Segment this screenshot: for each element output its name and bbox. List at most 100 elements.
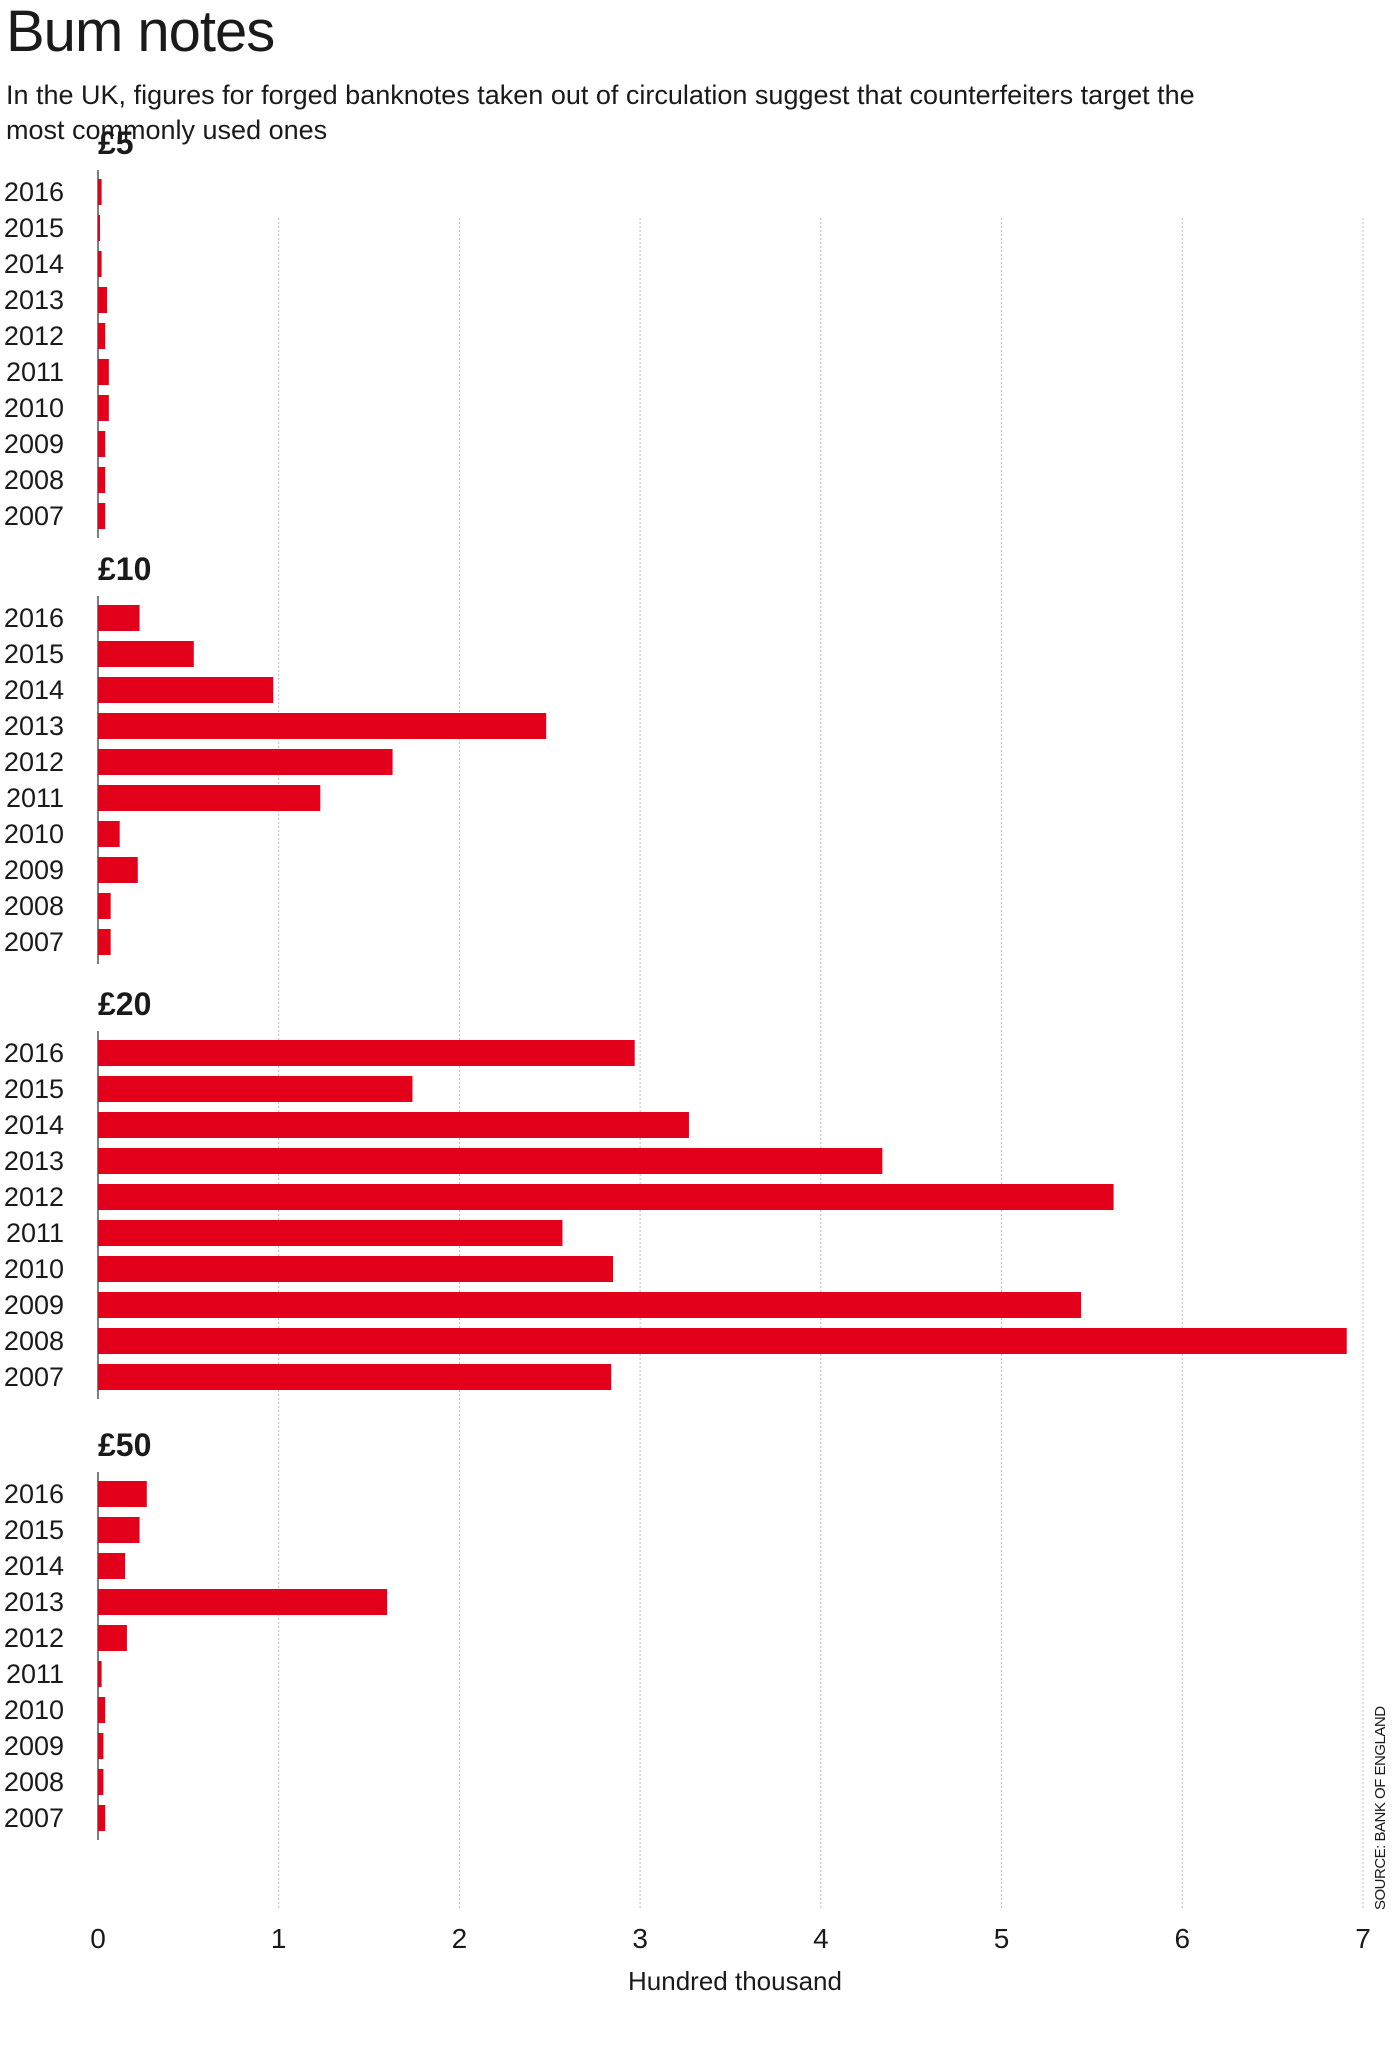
panel-title: £10 [98,551,151,587]
panel-title: £50 [98,1427,151,1463]
bar [98,179,102,205]
bar [98,1769,104,1795]
category-label: 2012 [4,1182,64,1212]
x-tick-label: 7 [1355,1923,1371,1954]
bar [98,395,109,421]
category-label: 2014 [4,249,64,279]
x-tick-label: 5 [994,1923,1010,1954]
category-label: 2015 [4,639,64,669]
bar [98,785,321,811]
bar [98,1112,689,1138]
bar [98,287,108,313]
bar [98,1040,635,1066]
bar [98,749,393,775]
category-label: 2009 [4,429,64,459]
chart-title: Bum notes [6,0,275,64]
bar [98,323,106,349]
bar [98,1661,102,1687]
category-label: 2012 [4,747,64,777]
category-label: 2012 [4,1623,64,1653]
panel: £50 2016 2015 2014 2013 2012 2011 2010 2009 2008 2… [4,1427,388,1840]
bar [98,713,547,739]
category-label: 2013 [4,1587,64,1617]
x-tick-label: 0 [90,1923,106,1954]
x-tick-label: 3 [632,1923,648,1954]
chart-subtitle: In the UK, figures for forged banknotes … [6,80,1195,145]
chart-panels: £5 2016 2015 2014 2013 2012 2011 2010 2009 2008 20… [4,125,1347,1840]
category-label: 2013 [4,711,64,741]
bar [98,1625,127,1651]
bar [98,1697,106,1723]
category-label: 2016 [4,1038,64,1068]
category-label: 2008 [4,465,64,495]
bar [98,677,274,703]
category-label: 2008 [4,1326,64,1356]
category-label: 2016 [4,603,64,633]
bar [98,1805,106,1831]
grid-lines [278,218,1364,1908]
x-tick-label: 1 [271,1923,287,1954]
bar [98,467,106,493]
category-label: 2011 [6,357,64,387]
category-label: 2009 [4,855,64,885]
bar [98,929,111,955]
category-label: 2007 [4,501,64,531]
category-label: 2012 [4,321,64,351]
bar [98,893,111,919]
x-axis-label: Hundred thousand [628,1966,842,1996]
category-label: 2014 [4,1551,64,1581]
category-label: 2007 [4,1362,64,1392]
bar [98,1517,140,1543]
x-axis: 0 1 2 3 4 5 6 7 [90,1923,1371,1954]
category-label: 2007 [4,927,64,957]
bar [98,1328,1347,1354]
bar [98,857,138,883]
bar [98,821,120,847]
bar [98,251,102,277]
category-label: 2007 [4,1803,64,1833]
panel-title: £20 [98,986,151,1022]
bar [98,641,194,667]
category-label: 2015 [4,1515,64,1545]
category-label: 2008 [4,891,64,921]
category-label: 2011 [6,1659,64,1689]
bar [98,1076,413,1102]
category-label: 2013 [4,285,64,315]
x-tick-label: 2 [452,1923,468,1954]
panel: £20 2016 2015 2014 2013 2012 2011 2010 2009 2008 2… [4,986,1347,1399]
x-tick-label: 6 [1174,1923,1190,1954]
bar [98,1292,1082,1318]
category-label: 2010 [4,1254,64,1284]
category-label: 2009 [4,1731,64,1761]
category-label: 2016 [4,1479,64,1509]
panel: £5 2016 2015 2014 2013 2012 2011 2010 2009 2008 20… [4,125,134,538]
bar [98,431,106,457]
category-label: 2011 [6,783,64,813]
category-label: 2015 [4,1074,64,1104]
category-label: 2010 [4,819,64,849]
category-label: 2010 [4,393,64,423]
bar [98,1256,614,1282]
category-label: 2014 [4,1110,64,1140]
category-label: 2015 [4,213,64,243]
category-label: 2009 [4,1290,64,1320]
x-tick-label: 4 [813,1923,829,1954]
bar [98,1220,563,1246]
bar [98,1148,883,1174]
bar [98,605,140,631]
panel: £10 2016 2015 2014 2013 2012 2011 2010 2009 2008 2… [4,551,547,964]
category-label: 2008 [4,1767,64,1797]
category-label: 2010 [4,1695,64,1725]
category-label: 2014 [4,675,64,705]
bar [98,1589,388,1615]
category-label: 2011 [6,1218,64,1248]
bar [98,1184,1114,1210]
bar [98,359,109,385]
bar [98,1553,126,1579]
panel-title: £5 [98,125,134,161]
bar [98,1364,612,1390]
bar [98,503,106,529]
source-label: SOURCE: BANK OF ENGLAND [1372,1706,1389,1910]
bar [98,1733,104,1759]
